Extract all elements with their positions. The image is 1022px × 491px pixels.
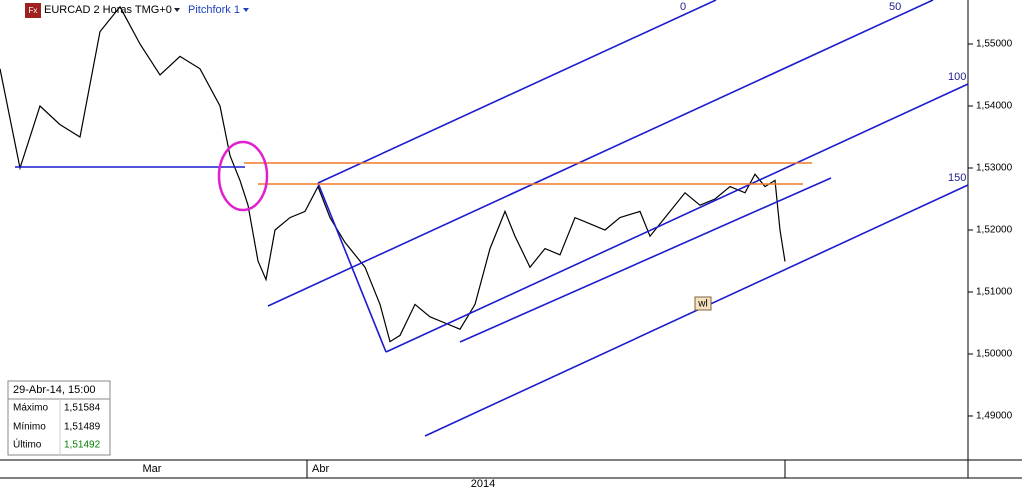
y-tick-label: 1,54000 (976, 101, 1013, 112)
y-tick-label: 1,52000 (976, 225, 1013, 236)
info-date: 29-Abr-14, 15:00 (13, 384, 96, 396)
y-tick-label: 1,49000 (976, 411, 1013, 422)
symbol-icon[interactable] (25, 3, 41, 18)
annotation-box (694, 296, 712, 311)
y-tick-label: 1,53000 (976, 163, 1013, 174)
info-frame (7, 380, 111, 456)
price-line (0, 5, 786, 343)
info-value: 1,51489 (64, 422, 101, 433)
drawings: 0 50 100 150 wl (15, 0, 969, 437)
pitchfork-line (267, 0, 934, 307)
month-label: Mar (143, 463, 162, 475)
tool-name[interactable]: Pitchfork 1 (188, 4, 240, 16)
pitchfork-median (317, 0, 717, 184)
pitchfork-label: 50 (889, 1, 901, 13)
pitchfork-label: 100 (948, 71, 966, 83)
info-label: Mínimo (13, 422, 46, 433)
plot-area (0, 5, 786, 343)
y-tick-label: 1,50000 (976, 349, 1013, 360)
pitchfork-line (459, 177, 832, 343)
info-label: Último (13, 438, 42, 451)
pitchfork-label: 150 (948, 172, 966, 184)
year-label: 2014 (471, 478, 495, 490)
icon-text: Fx (29, 6, 38, 15)
highlight-ellipse (217, 140, 269, 212)
pitchfork-label: 0 (680, 1, 686, 13)
info-value: 1,51584 (64, 403, 101, 414)
dropdown-arrow[interactable] (243, 8, 249, 12)
annotation: wl (697, 299, 707, 310)
info-box: 29-Abr-14, 15:00 Máximo 1,51584 Mínimo 1… (7, 380, 111, 456)
info-value: 1,51492 (64, 440, 101, 451)
month-label: Abr (312, 463, 329, 475)
info-label: Máximo (13, 403, 48, 414)
symbol-title[interactable]: EURCAD 2 Horas TMG+0 (44, 4, 172, 16)
y-tick-label: 1,55000 (976, 39, 1013, 50)
pitchfork-line (385, 83, 969, 353)
y-tick-label: 1,51000 (976, 287, 1013, 298)
dropdown-arrow[interactable] (174, 8, 180, 12)
